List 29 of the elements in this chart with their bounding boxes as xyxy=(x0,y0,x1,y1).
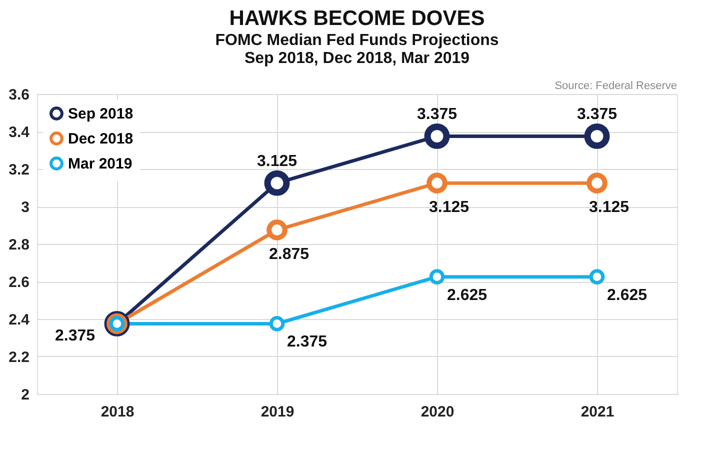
legend-label: Sep 2018 xyxy=(68,106,134,122)
data-label: 3.125 xyxy=(588,199,630,216)
y-tick-label: 3.2 xyxy=(8,162,30,178)
x-tick-label: 2021 xyxy=(580,404,614,420)
data-label: 3.125 xyxy=(428,199,470,216)
y-tick-label: 2.8 xyxy=(8,236,30,254)
data-label: 2.625 xyxy=(606,286,648,304)
data-label: 2.375 xyxy=(286,334,328,351)
data-label: 2.875 xyxy=(268,246,310,263)
data-label: 3.125 xyxy=(256,153,298,170)
data-label: 3.375 xyxy=(416,106,458,124)
data-label: 3.375 xyxy=(576,106,618,124)
y-tick-label: 2 xyxy=(21,386,30,404)
y-tick-label: 2.2 xyxy=(8,349,30,366)
x-tick-label: 2018 xyxy=(100,404,134,420)
legend-label: Mar 2019 xyxy=(68,156,132,172)
data-label: 2.375 xyxy=(54,328,96,345)
y-tick-label: 3 xyxy=(21,199,30,216)
y-tick-label: 3.6 xyxy=(8,86,30,104)
chart-subtitle: FOMC Median Fed Funds Projections Sep 2018, Dec 2018, Mar 2019 xyxy=(215,32,499,67)
y-tick-label: 3.4 xyxy=(8,124,30,141)
chart-title: HAWKS BECOME DOVES xyxy=(229,7,485,30)
x-tick-label: 2020 xyxy=(420,404,454,420)
x-tick-label: 2019 xyxy=(260,404,294,420)
source-note: Source: Federal Reserve xyxy=(554,80,677,92)
data-label: 2.625 xyxy=(446,286,488,304)
y-tick-label: 2.6 xyxy=(8,274,30,291)
y-tick-label: 2.4 xyxy=(8,312,30,328)
legend-label: Dec 2018 xyxy=(68,130,134,148)
